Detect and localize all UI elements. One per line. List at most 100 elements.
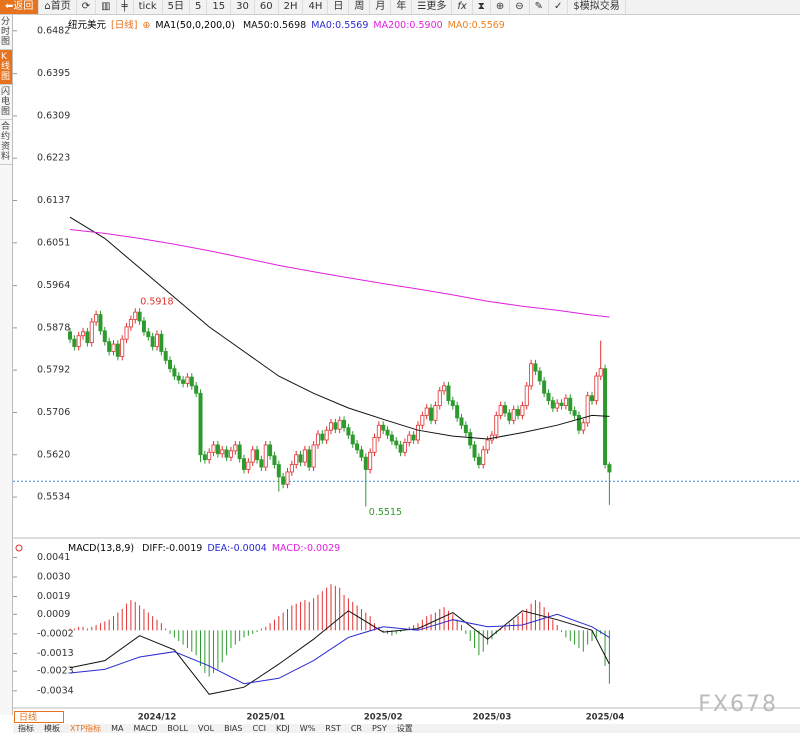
candle-body (146, 331, 151, 338)
candle-body (263, 444, 268, 468)
trade-button[interactable]: $模拟交易 (568, 0, 626, 14)
side-tab[interactable]: 闪电图 (0, 85, 12, 120)
candle-body (233, 444, 238, 452)
candle-body (85, 331, 90, 344)
bottom-tab[interactable]: CCI (252, 724, 267, 733)
bottom-tab[interactable]: 模板 (44, 724, 60, 733)
zoom-out-button[interactable]: ⊖ (510, 0, 530, 14)
period-selector[interactable]: 日线 (14, 711, 64, 723)
candle-body (446, 385, 451, 402)
candle-button[interactable]: ╪ (117, 0, 134, 14)
candle-body (302, 449, 307, 463)
candle-body (472, 444, 477, 458)
zoom-button[interactable]: ⊕ (491, 0, 511, 14)
check-button[interactable]: ✓ (549, 0, 569, 14)
candle-body (485, 439, 490, 451)
candle-body (424, 407, 429, 416)
divider-button[interactable]: ⧗ (473, 0, 491, 14)
candle-body (328, 422, 333, 431)
candle-body (281, 476, 286, 485)
candle-body (241, 458, 246, 470)
candle-body (76, 335, 81, 347)
bottom-tab[interactable]: 指标 (18, 724, 34, 733)
candle-body (502, 405, 507, 414)
candle-body (498, 405, 503, 416)
period-button[interactable]: 5 (190, 0, 208, 14)
candle-body (350, 434, 355, 445)
x-tick-label: 2025/04 (586, 713, 625, 723)
candle-body (102, 330, 107, 343)
bottom-tab[interactable]: VOL (197, 724, 215, 733)
candle-body (337, 419, 342, 430)
side-tab[interactable]: 合约资料 (0, 120, 12, 165)
candle-body (468, 432, 473, 446)
candle-body (107, 341, 112, 352)
period-button[interactable]: 月 (370, 0, 392, 14)
fx-button[interactable]: fx (452, 0, 473, 14)
candle-body (507, 412, 512, 421)
candle-body (120, 338, 125, 357)
bottom-tab[interactable]: PSY (371, 724, 387, 733)
candle-body (463, 424, 468, 434)
bottom-tab[interactable]: KDJ (276, 724, 290, 733)
home-button[interactable]: ⌂首页 (39, 0, 77, 14)
back-button[interactable]: ⬅返回 (0, 0, 40, 14)
y-tick-label: -0.0002 (37, 628, 74, 639)
candle-body (211, 444, 216, 453)
period-button[interactable]: 周 (349, 0, 371, 14)
side-tab[interactable]: 分时图 (0, 15, 12, 50)
candle-body (159, 333, 164, 352)
period-label: [日线] (111, 20, 138, 31)
period-button[interactable]: 15 (207, 0, 232, 14)
bottom-tab[interactable]: CR (350, 724, 362, 733)
period-button[interactable]: 60 (255, 0, 279, 14)
period-group: tick 5日 5 15 30 60 2H 4H 日周月年 (134, 0, 413, 14)
macd-icon (15, 544, 23, 552)
label: 返回 (13, 1, 34, 12)
period-button[interactable]: 30 (231, 0, 255, 14)
candle-body (555, 402, 560, 409)
refresh-button[interactable]: ⟳ (77, 0, 97, 14)
period-button[interactable]: 5日 (163, 0, 190, 14)
bottom-tab[interactable]: MACD (133, 724, 158, 733)
candle-body (533, 363, 538, 372)
candle-body (520, 405, 525, 416)
period-button[interactable]: 2H (279, 0, 304, 14)
bottom-tab[interactable]: XTP指标 (70, 724, 102, 733)
bottom-tab[interactable]: RST (325, 724, 341, 733)
candle-body (124, 326, 129, 340)
candle-body (590, 395, 595, 402)
y-tick-label: 0.6051 (37, 237, 70, 248)
period-button[interactable]: 日 (328, 0, 350, 14)
y-tick-label: 0.5878 (37, 322, 70, 333)
period-button[interactable]: 年 (391, 0, 413, 14)
y-tick-label: 0.6482 (37, 25, 70, 36)
candle-body (381, 424, 386, 431)
indicator-line (69, 216, 610, 440)
bottom-tab[interactable]: W% (299, 724, 316, 733)
candle-body (494, 415, 499, 436)
candle-body (224, 449, 229, 458)
chart-title: 纽元美元 (68, 20, 107, 31)
y-tick-label: 0.0041 (37, 552, 70, 563)
more-button[interactable]: ☰更多 (412, 0, 453, 14)
bottom-tab[interactable]: MA (111, 724, 124, 733)
candle-body (476, 456, 481, 465)
candle-body (268, 444, 273, 457)
y-tick-label: 0.0019 (37, 591, 70, 602)
bottom-tab[interactable]: BOLL (167, 724, 188, 733)
candle-body (315, 433, 320, 446)
period-button[interactable]: tick (134, 0, 163, 14)
period-button[interactable]: 4H (303, 0, 329, 14)
chart-type-button[interactable]: ▥ (96, 0, 117, 14)
candle-body (115, 343, 120, 357)
label: 首页 (50, 1, 71, 12)
bottom-tab[interactable]: 设置 (396, 724, 413, 733)
bottom-tab[interactable]: BIAS (224, 724, 243, 733)
side-tab[interactable]: K线图 (0, 50, 12, 85)
draw-button[interactable]: ✎ (530, 0, 549, 14)
legend-entry: MACD:-0.0029 (271, 543, 341, 554)
candle-body (455, 405, 460, 419)
candle-body (581, 422, 586, 431)
